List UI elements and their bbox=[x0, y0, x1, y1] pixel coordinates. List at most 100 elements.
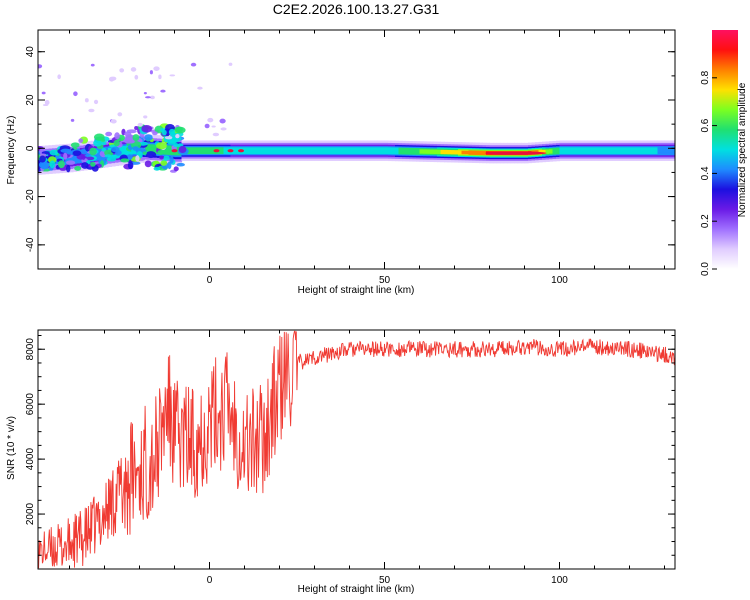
spectrogram-blob bbox=[74, 166, 82, 171]
spectrogram-cell bbox=[601, 149, 606, 153]
spectrogram-cell bbox=[332, 149, 337, 153]
spectrogram-cell bbox=[290, 149, 295, 153]
spectrogram-cell bbox=[346, 149, 351, 153]
colorbar-tick-label: 0.6 bbox=[700, 118, 711, 132]
spectrogram-cell bbox=[615, 149, 620, 153]
spectrogram-cell bbox=[657, 149, 662, 153]
spectrogram-cell bbox=[587, 149, 592, 153]
spectrogram-blob bbox=[60, 148, 72, 153]
spectrogram-blob bbox=[175, 126, 183, 133]
spectrogram-blob bbox=[175, 133, 180, 139]
spectrogram-blob bbox=[100, 141, 107, 146]
spectrogram-cell bbox=[195, 149, 200, 153]
spectrogram-blob bbox=[143, 91, 147, 95]
spectrogram-cell bbox=[73, 155, 78, 160]
snr-ytick-label: 2000 bbox=[25, 502, 36, 525]
snr-panel: 0 50 100 2000 4000 6000 8000 Height of straigh… bbox=[6, 329, 676, 595]
snr-xtick-label: 0 bbox=[207, 575, 213, 586]
spectrogram-cell bbox=[206, 149, 211, 153]
spectrogram-blob bbox=[93, 99, 99, 105]
spectrogram-cell bbox=[584, 149, 589, 153]
spectrogram-blob bbox=[130, 67, 137, 72]
spectrogram-frame bbox=[37, 29, 676, 270]
spectrogram-cell bbox=[199, 149, 204, 153]
spectrogram-xtick-label: 50 bbox=[379, 275, 391, 286]
spectrogram-blob bbox=[152, 131, 158, 136]
spectrogram-cell bbox=[234, 149, 239, 153]
spectrogram-cell bbox=[559, 149, 564, 153]
spectrogram-blob bbox=[169, 74, 176, 77]
spectrogram-cell bbox=[643, 149, 648, 153]
spectrogram-cell bbox=[549, 149, 554, 154]
spectrogram-cell bbox=[363, 149, 368, 153]
spectrogram-ytick-label: 0 bbox=[25, 145, 36, 151]
spectrogram-blob bbox=[148, 145, 158, 150]
spectrogram-cell bbox=[433, 150, 438, 154]
spectrogram-blob bbox=[178, 145, 187, 154]
spectrogram-blob bbox=[156, 142, 167, 150]
spectrogram-cell bbox=[671, 149, 675, 153]
spectrogram-blob bbox=[124, 131, 132, 137]
spectrogram-blob bbox=[88, 108, 95, 113]
colorbar-tick-label: 0.8 bbox=[700, 70, 711, 84]
spectrogram-cell bbox=[66, 156, 71, 160]
spectrogram-cell bbox=[423, 149, 428, 154]
spectrogram-cell bbox=[633, 149, 638, 153]
colorbar-tick-label: 0.0 bbox=[700, 262, 711, 276]
spectrogram-blob bbox=[149, 70, 153, 75]
spectrogram-cell bbox=[349, 149, 354, 153]
spectrogram-peak bbox=[238, 149, 244, 153]
spectrogram-cell bbox=[465, 150, 470, 155]
spectrogram-blob bbox=[84, 98, 89, 103]
spectrogram-blob bbox=[164, 136, 173, 140]
spectrogram-cell bbox=[262, 149, 267, 153]
spectrogram-cell bbox=[374, 149, 379, 153]
spectrogram-cell bbox=[251, 149, 256, 153]
spectrogram-cell bbox=[472, 151, 477, 155]
spectrogram-cell bbox=[223, 149, 228, 153]
spectrogram-cell bbox=[598, 149, 603, 153]
spectrogram-cell bbox=[283, 149, 288, 153]
spectrogram-blob bbox=[49, 160, 56, 169]
spectrogram-cell bbox=[391, 149, 396, 153]
spectrogram-cell bbox=[542, 150, 547, 154]
spectrogram-cell bbox=[353, 149, 358, 153]
spectrogram-blob bbox=[63, 152, 68, 160]
spectrogram-blob bbox=[126, 154, 133, 160]
spectrogram-cell bbox=[570, 149, 575, 153]
spectrogram-blob bbox=[39, 155, 46, 163]
spectrogram-cell bbox=[577, 149, 582, 153]
spectrogram-cell bbox=[318, 149, 323, 153]
spectrogram-blob bbox=[44, 100, 50, 105]
spectrogram-blob bbox=[70, 142, 80, 148]
snr-plot-area bbox=[38, 330, 675, 569]
spectrogram-blob bbox=[207, 117, 214, 123]
spectrogram-cell bbox=[608, 149, 613, 153]
spectrogram-blob bbox=[197, 86, 203, 90]
colorbar-strip bbox=[712, 30, 738, 269]
spectrogram-cell bbox=[342, 149, 347, 153]
spectrogram-blob bbox=[137, 122, 143, 127]
spectrogram-ytick-label: 20 bbox=[25, 94, 36, 106]
spectrogram-cell bbox=[405, 149, 410, 153]
spectrogram-xtick-label: 100 bbox=[551, 275, 568, 286]
spectrogram-cell bbox=[647, 149, 652, 153]
spectrogram-cell bbox=[458, 150, 463, 155]
spectrogram-blob bbox=[169, 156, 174, 164]
snr-xtick-label: 100 bbox=[551, 575, 568, 586]
spectrogram-cell bbox=[164, 148, 169, 152]
snr-ytick-label: 6000 bbox=[25, 393, 36, 416]
spectrogram-cell bbox=[314, 149, 319, 153]
spectrogram-ticks: 0 50 100 -40 -20 0 20 40 bbox=[25, 30, 675, 286]
spectrogram-cell bbox=[269, 149, 274, 153]
spectrogram-cell bbox=[87, 153, 92, 158]
spectrogram-blob bbox=[114, 132, 120, 140]
spectrogram-cell bbox=[202, 149, 207, 153]
spectrogram-blob bbox=[144, 160, 152, 168]
spectrogram-blob bbox=[158, 74, 162, 80]
spectrogram-cell bbox=[437, 150, 442, 154]
spectrogram-peak bbox=[502, 151, 547, 155]
spectrogram-blob bbox=[42, 104, 49, 107]
spectrogram-cell bbox=[654, 149, 659, 153]
spectrogram-blob bbox=[89, 147, 97, 156]
